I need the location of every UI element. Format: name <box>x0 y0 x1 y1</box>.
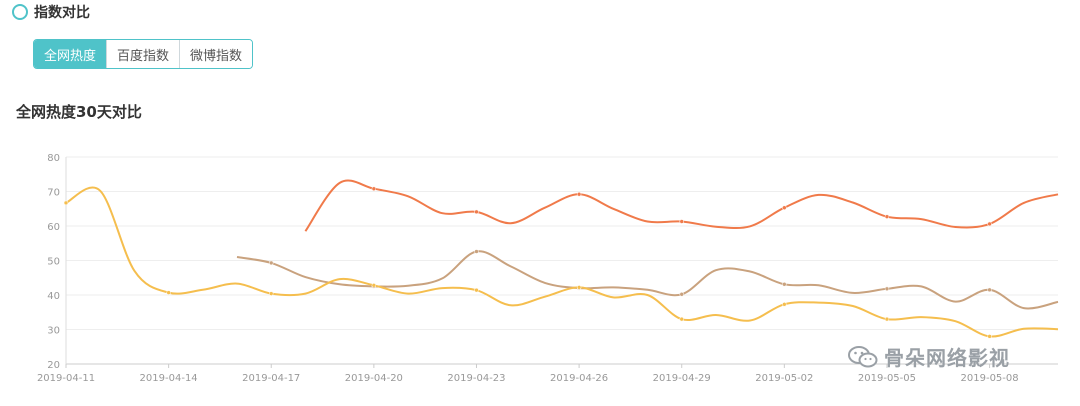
wechat-icon <box>848 345 878 367</box>
y-tick-label: 80 <box>47 153 60 164</box>
x-tick-label: 2019-04-14 <box>140 373 198 384</box>
series-line-3 <box>65 186 1059 338</box>
data-point <box>679 316 684 322</box>
series-line-2 <box>236 250 1059 310</box>
x-tick-label: 2019-05-05 <box>858 373 916 384</box>
data-point <box>576 285 582 290</box>
data-point <box>782 205 787 210</box>
data-point <box>371 283 377 288</box>
data-point <box>884 214 890 219</box>
x-tick-label: 2019-04-23 <box>447 373 505 384</box>
x-tick-label: 2019-05-08 <box>961 373 1019 384</box>
circle-icon <box>12 4 28 20</box>
x-tick-label: 2019-05-02 <box>755 373 813 384</box>
tab-group: 全网热度 百度指数 微博指数 <box>33 39 253 69</box>
y-tick-label: 40 <box>47 291 60 302</box>
data-point <box>679 292 684 297</box>
data-point <box>474 209 479 215</box>
y-tick-label: 50 <box>47 257 60 268</box>
tab-quanwang-redu[interactable]: 全网热度 <box>34 40 106 68</box>
data-point <box>987 287 992 293</box>
y-tick-label: 20 <box>47 360 60 371</box>
data-point <box>987 334 992 339</box>
data-point <box>474 287 479 293</box>
data-point <box>782 282 787 287</box>
x-tick-label: 2019-04-26 <box>550 373 608 384</box>
line-chart: 20 30 40 50 60 70 80 2019-04-11 2019-04-14 2019-0… <box>37 153 1059 384</box>
data-point <box>166 290 171 295</box>
y-tick-label: 70 <box>47 188 60 199</box>
data-point <box>474 249 479 254</box>
x-tick-label: 2019-04-20 <box>345 373 403 384</box>
y-tick-label: 60 <box>47 222 60 233</box>
watermark: 骨朵网络影视 <box>848 342 1010 371</box>
data-point <box>884 316 890 322</box>
y-tick-label: 30 <box>47 326 60 337</box>
x-tick-label: 2019-04-29 <box>653 373 711 384</box>
x-tick-label: 2019-04-17 <box>242 373 300 384</box>
section-header: 指数对比 <box>12 2 90 22</box>
tab-baidu-index[interactable]: 百度指数 <box>106 40 179 68</box>
watermark-text: 骨朵网络影视 <box>884 346 1010 370</box>
data-point <box>782 302 787 307</box>
tab-weibo-index[interactable]: 微博指数 <box>179 40 252 68</box>
data-point <box>63 200 69 206</box>
section-title: 指数对比 <box>34 5 90 21</box>
data-point <box>576 192 582 197</box>
data-point <box>987 221 992 227</box>
chart-title: 全网热度30天对比 <box>16 103 142 121</box>
data-point <box>884 286 890 292</box>
data-point <box>268 291 274 296</box>
data-point <box>679 219 684 224</box>
data-point <box>268 260 274 266</box>
data-point <box>371 186 377 191</box>
x-tick-label: 2019-04-11 <box>37 373 95 384</box>
